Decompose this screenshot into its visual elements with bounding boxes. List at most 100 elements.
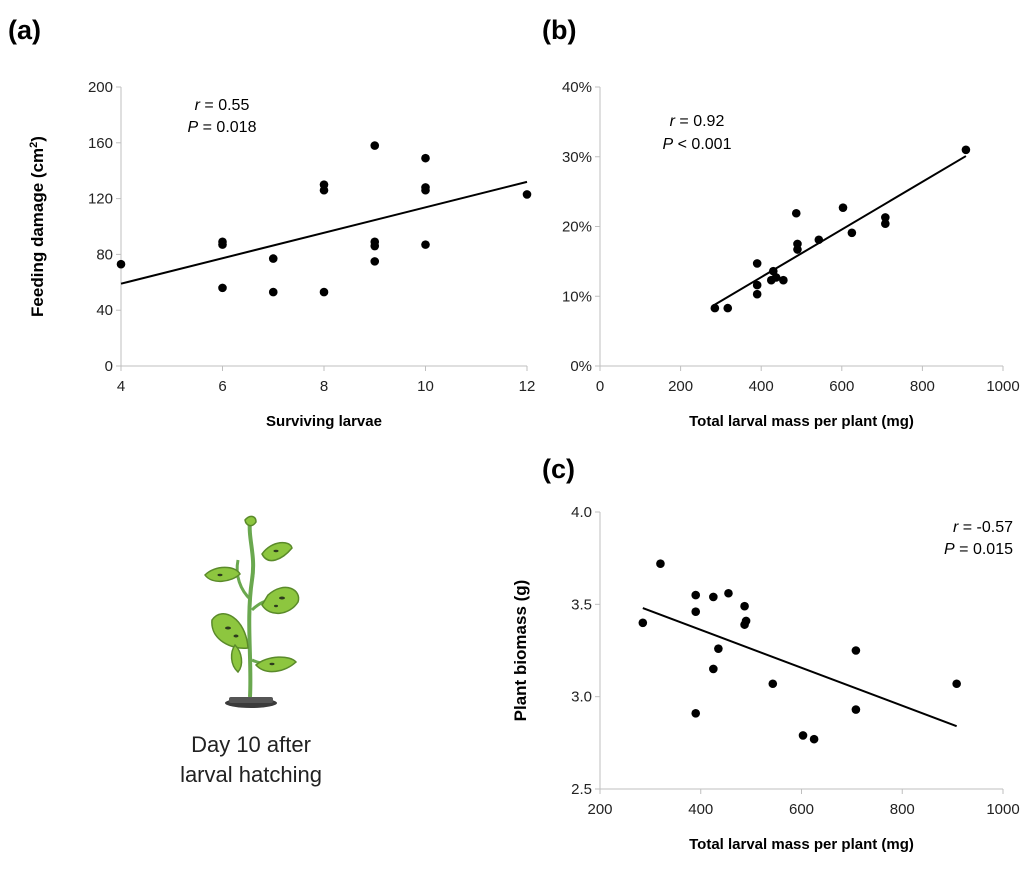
caption-line-1: Day 10 after bbox=[191, 732, 311, 757]
y-axis-label: Plant biomass (g) bbox=[511, 580, 530, 722]
panel-b-letter: (b) bbox=[542, 15, 576, 45]
data-point bbox=[779, 275, 788, 285]
data-point bbox=[691, 607, 701, 617]
trendline bbox=[120, 180, 528, 285]
y-tick-label: 0% bbox=[570, 358, 592, 375]
data-point bbox=[691, 708, 701, 718]
x-tick-label: 600 bbox=[789, 801, 814, 818]
trendline bbox=[642, 607, 958, 728]
y-tick-label: 30% bbox=[562, 149, 592, 166]
data-point bbox=[768, 679, 778, 689]
data-point bbox=[723, 303, 733, 313]
data-point bbox=[710, 303, 720, 313]
x-tick-label: 1000 bbox=[986, 801, 1019, 818]
x-axis-label: Total larval mass per plant (mg) bbox=[689, 413, 914, 430]
x-tick-label: 600 bbox=[829, 378, 854, 395]
data-point bbox=[319, 185, 329, 195]
y-tick-label: 40 bbox=[96, 302, 113, 319]
x-tick-label: 8 bbox=[320, 378, 328, 395]
stat-p-text: P = 0.015 bbox=[944, 541, 1013, 558]
x-axis-label: Surviving larvae bbox=[266, 413, 382, 430]
data-point bbox=[961, 145, 971, 155]
y-tick-label: 10% bbox=[562, 288, 592, 305]
y-tick-label: 120 bbox=[88, 191, 113, 208]
feeding-spots bbox=[217, 549, 285, 666]
data-point bbox=[218, 240, 227, 249]
data-point bbox=[709, 664, 718, 674]
data-point bbox=[691, 590, 701, 600]
data-point bbox=[952, 679, 961, 689]
y-tick-label: 3.0 bbox=[571, 689, 592, 706]
data-point bbox=[771, 273, 781, 282]
y-tick-label: 3.5 bbox=[571, 596, 592, 613]
data-point bbox=[847, 228, 857, 238]
stat-r-text: r = 0.55 bbox=[195, 97, 250, 114]
data-point bbox=[798, 731, 808, 740]
data-point bbox=[370, 257, 380, 266]
x-tick-label: 12 bbox=[519, 378, 536, 395]
x-tick-label: 400 bbox=[749, 378, 774, 395]
leaf bbox=[244, 515, 257, 527]
y-tick-label: 200 bbox=[88, 79, 113, 96]
data-point bbox=[851, 705, 861, 714]
data-point bbox=[522, 190, 532, 199]
x-tick-label: 6 bbox=[218, 378, 226, 395]
data-point bbox=[370, 241, 380, 251]
panel-c-letter: (c) bbox=[542, 454, 575, 484]
stat-p-text: P < 0.001 bbox=[663, 136, 732, 153]
leaf bbox=[230, 643, 243, 674]
leaf bbox=[261, 586, 300, 614]
x-tick-label: 800 bbox=[890, 801, 915, 818]
y-tick-label: 20% bbox=[562, 219, 592, 236]
data-point bbox=[116, 259, 126, 269]
stat-p-text: P = 0.018 bbox=[188, 119, 257, 136]
data-point bbox=[709, 592, 718, 602]
trendline bbox=[714, 155, 967, 306]
x-tick-label: 200 bbox=[587, 801, 612, 818]
data-point bbox=[724, 588, 733, 598]
x-axis-label: Total larval mass per plant (mg) bbox=[689, 836, 914, 853]
stat-r-text: r = -0.57 bbox=[953, 519, 1013, 536]
data-point bbox=[809, 734, 819, 744]
caption-line-2: larval hatching bbox=[180, 762, 322, 787]
data-point bbox=[793, 245, 802, 254]
chart-panel-c: 2.5 3.0 3.5 4.0 200 400 600 800 1000 Total larval… bbox=[511, 504, 1020, 853]
data-point bbox=[881, 213, 890, 222]
y-tick-label: 80 bbox=[96, 246, 113, 263]
leaf bbox=[254, 656, 298, 673]
pot-rim bbox=[229, 697, 273, 703]
data-point bbox=[814, 235, 824, 245]
x-tick-label: 0 bbox=[596, 378, 604, 395]
y-tick-label: 40% bbox=[562, 79, 592, 96]
x-tick-label: 4 bbox=[117, 378, 125, 395]
data-point bbox=[268, 254, 278, 263]
plant-branch bbox=[235, 559, 253, 602]
data-point bbox=[638, 618, 648, 628]
y-tick-label: 160 bbox=[88, 135, 113, 152]
x-tick-label: 10 bbox=[417, 378, 434, 395]
plant-illustration bbox=[204, 515, 300, 708]
data-point bbox=[656, 559, 665, 569]
x-tick-label: 1000 bbox=[986, 378, 1019, 395]
stat-r-text: r = 0.92 bbox=[670, 113, 725, 130]
data-point bbox=[421, 153, 430, 163]
x-tick-label: 400 bbox=[688, 801, 713, 818]
data-point bbox=[421, 240, 430, 249]
data-point bbox=[791, 208, 801, 218]
data-point bbox=[752, 289, 762, 299]
data-point bbox=[740, 601, 749, 611]
chart-panel-a: 0 40 80 120 160 200 4 6 8 10 12 Surviving larvae Fee… bbox=[28, 79, 535, 430]
y-tick-label: 2.5 bbox=[571, 781, 592, 798]
data-point bbox=[319, 287, 329, 297]
x-tick-label: 800 bbox=[910, 378, 935, 395]
data-point bbox=[851, 646, 861, 655]
data-point bbox=[741, 616, 751, 626]
panel-a-letter: (a) bbox=[8, 15, 41, 45]
data-point bbox=[218, 283, 227, 293]
leaf bbox=[204, 566, 241, 582]
x-tick-label: 200 bbox=[668, 378, 693, 395]
data-point bbox=[752, 280, 762, 290]
data-point bbox=[421, 185, 430, 195]
plant-stem bbox=[247, 519, 256, 698]
leaf bbox=[211, 613, 249, 649]
